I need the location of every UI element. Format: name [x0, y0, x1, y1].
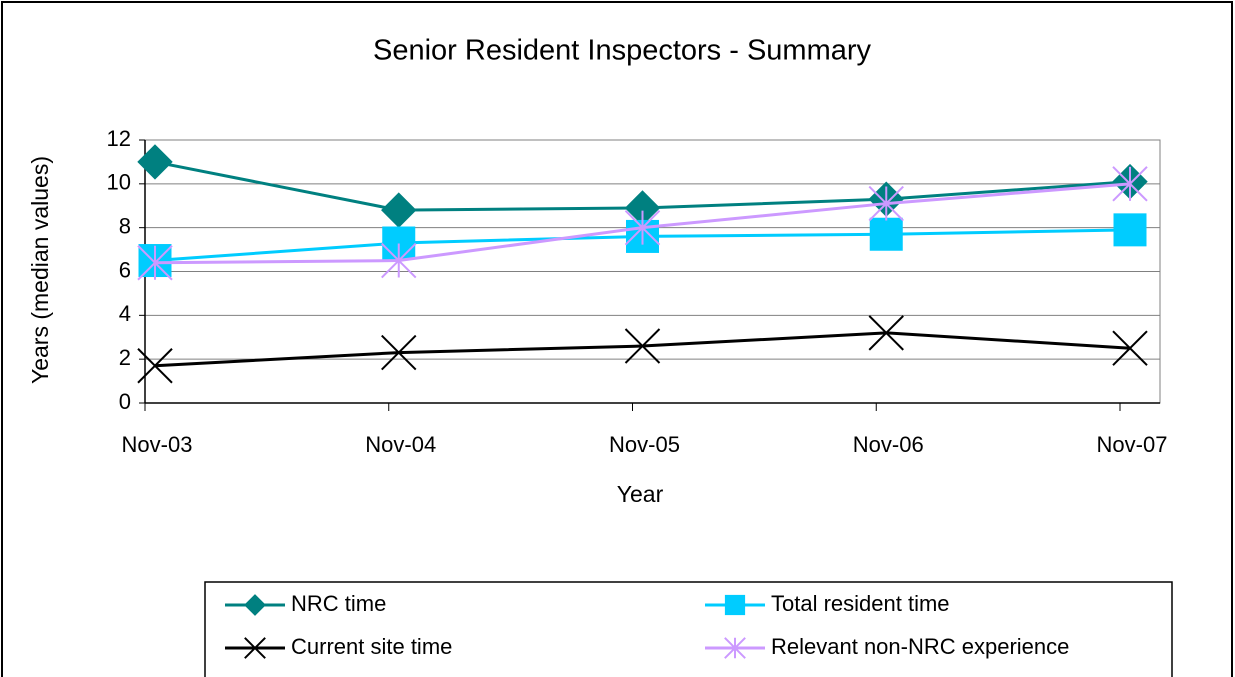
marker: [1112, 166, 1148, 202]
legend-label: NRC time: [291, 591, 386, 616]
x-tick-label: Nov-05: [609, 432, 680, 457]
legend-label: Total resident time: [771, 591, 950, 616]
marker: [1112, 330, 1148, 366]
y-tick-label: 2: [119, 345, 131, 370]
y-axis-label: Years (median values): [27, 156, 53, 384]
y-tick-label: 8: [119, 213, 131, 238]
marker: [869, 217, 903, 251]
legend-label: Current site time: [291, 634, 452, 659]
marker: [137, 245, 173, 281]
marker: [244, 637, 266, 659]
y-tick-label: 4: [119, 301, 131, 326]
x-tick-label: Nov-07: [1097, 432, 1168, 457]
marker: [381, 242, 417, 279]
legend: NRC time Total resident time Current site …: [225, 591, 1069, 659]
series: [137, 166, 1148, 281]
marker: [868, 185, 904, 222]
chart-title: Senior Resident Inspectors - Summary: [373, 35, 872, 67]
marker: [868, 315, 904, 351]
y-tick-label: 6: [119, 257, 131, 282]
series: [137, 315, 1148, 384]
legend-label: Relevant non-NRC experience: [771, 634, 1069, 659]
x-tick-label: Nov-03: [122, 432, 193, 457]
legend-box: [204, 581, 1173, 677]
marker: [624, 328, 661, 364]
marker: [381, 334, 417, 371]
marker: [137, 348, 173, 384]
y-tick-label: 12: [107, 126, 131, 151]
marker: [1113, 213, 1147, 247]
marker: [724, 637, 746, 659]
marker: [624, 209, 661, 246]
marker: [724, 594, 746, 616]
marker: [244, 594, 266, 616]
y-tick-label: 0: [119, 389, 131, 414]
y-tick-label: 10: [107, 170, 131, 195]
marker: [137, 144, 173, 180]
x-tick-label: Nov-06: [853, 432, 924, 457]
x-axis-label: Year: [617, 481, 664, 507]
x-tick-label: Nov-04: [365, 432, 436, 457]
